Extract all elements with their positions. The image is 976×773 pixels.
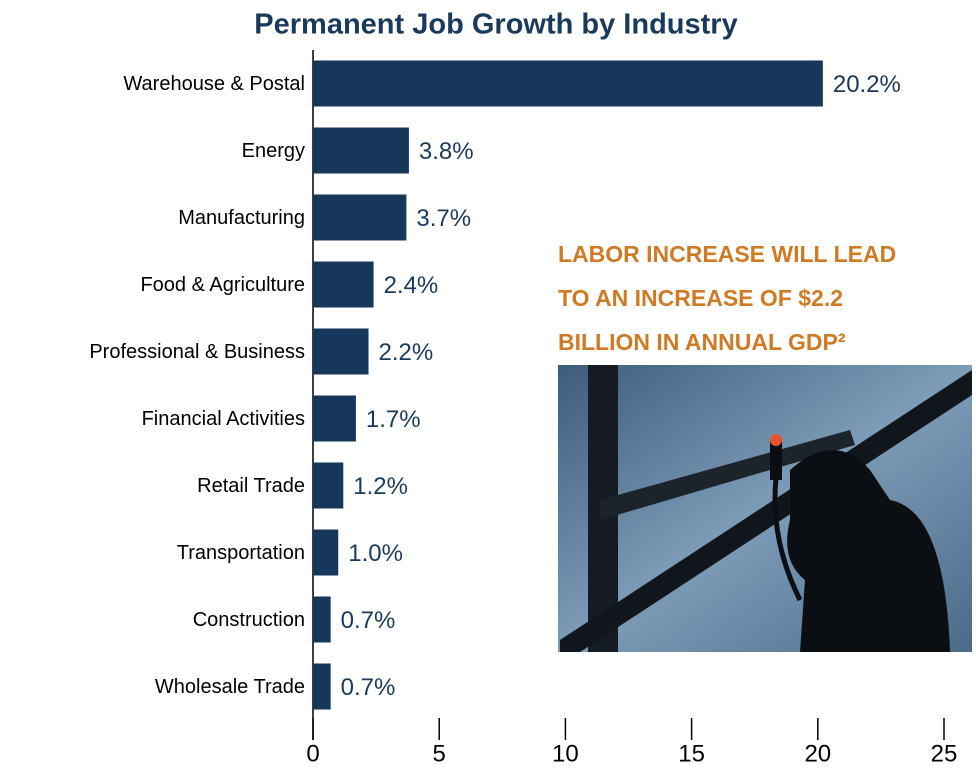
y-tick-label: Transportation — [177, 542, 305, 564]
value-label: 0.7% — [341, 674, 396, 701]
bar — [313, 60, 823, 107]
x-tick-label: 10 — [552, 740, 579, 767]
value-label: 3.8% — [419, 138, 474, 165]
bar — [313, 261, 374, 308]
value-label: 3.7% — [416, 205, 471, 232]
bar — [313, 529, 339, 576]
bar — [313, 127, 409, 174]
annotation: LABOR INCREASE WILL LEAD — [558, 241, 896, 267]
y-tick-label: Energy — [242, 140, 305, 162]
y-tick-label: Warehouse & Postal — [123, 73, 305, 95]
y-tick-label: Food & Agriculture — [140, 274, 305, 296]
y-tick-label: Wholesale Trade — [155, 676, 305, 698]
bar — [313, 596, 331, 643]
value-label: 2.4% — [384, 272, 439, 299]
x-tick-label: 25 — [931, 740, 958, 767]
bar — [313, 663, 331, 710]
value-label: 1.0% — [348, 540, 403, 567]
value-label: 20.2% — [833, 71, 901, 98]
x-tick-label: 20 — [804, 740, 831, 767]
x-tick-label: 15 — [678, 740, 705, 767]
y-tick-label: Construction — [193, 609, 305, 631]
annotation: TO AN INCREASE OF $2.2 — [558, 285, 843, 311]
x-tick-label: 0 — [306, 740, 319, 767]
y-tick-label: Financial Activities — [142, 408, 305, 430]
y-tick-label: Retail Trade — [197, 475, 305, 497]
value-label: 1.7% — [366, 406, 421, 433]
bar — [313, 395, 356, 442]
bar — [313, 194, 407, 241]
bar — [313, 462, 344, 509]
value-label: 2.2% — [379, 339, 434, 366]
value-label: 0.7% — [341, 607, 396, 634]
y-tick-label: Professional & Business — [89, 341, 305, 363]
value-label: 1.2% — [353, 473, 408, 500]
annotation: BILLION IN ANNUAL GDP² — [558, 329, 846, 355]
x-tick-label: 5 — [433, 740, 446, 767]
bar — [313, 328, 369, 375]
y-tick-label: Manufacturing — [178, 207, 305, 229]
photo — [558, 365, 972, 652]
chart-title: Permanent Job Growth by Industry — [254, 9, 737, 41]
